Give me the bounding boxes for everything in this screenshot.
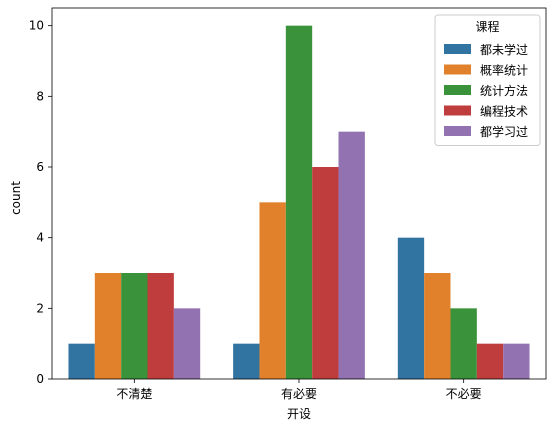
y-tick-label: 8: [36, 89, 44, 103]
bar-都未学过-不清楚: [68, 343, 95, 379]
legend-item-label: 编程技术: [480, 104, 528, 119]
legend-item-label: 都未学过: [480, 42, 528, 57]
bar-统计方法-不清楚: [121, 273, 148, 379]
x-axis-label: 开设: [287, 407, 311, 421]
bar-都未学过-不必要: [397, 237, 425, 379]
bar-编程技术-不必要: [476, 343, 504, 379]
y-tick-label: 4: [36, 231, 44, 245]
x-tick-label: 有必要: [281, 387, 317, 401]
bar-编程技术-不清楚: [147, 273, 174, 379]
legend-swatch: [444, 64, 471, 75]
legend-swatch: [444, 44, 471, 54]
axes-group: 0 2 4 6 8 10 不清楚 有必要 不必要: [29, 7, 547, 401]
bar-编程技术-有必要: [312, 167, 339, 379]
y-tick-label: 10: [29, 19, 44, 33]
bar-统计方法-不必要: [450, 308, 477, 379]
bar-概率统计-不清楚: [94, 273, 122, 379]
bar-都学习过-不必要: [503, 343, 530, 379]
y-tick-label: 6: [36, 160, 44, 174]
bar-概率统计-有必要: [259, 202, 286, 379]
y-tick-label: 0: [36, 372, 44, 386]
legend-swatch: [444, 105, 471, 116]
bar-概率统计-不必要: [424, 273, 451, 379]
legend-title: 课程: [475, 19, 499, 34]
y-tick-label: 2: [36, 301, 44, 315]
bar-统计方法-有必要: [285, 25, 313, 380]
legend-swatch: [444, 126, 471, 136]
bar-都未学过-有必要: [233, 343, 260, 379]
legend-item-label: 统计方法: [480, 83, 528, 98]
legend-item-label: 概率统计: [480, 63, 528, 78]
bars-group: [68, 25, 530, 380]
legend-swatch: [444, 85, 471, 95]
y-axis-label: count: [9, 181, 23, 215]
x-tick-label: 不必要: [446, 387, 482, 401]
x-tick-label: 不清楚: [116, 387, 152, 401]
legend-item-label: 都学习过: [480, 124, 528, 139]
bar-都学习过-有必要: [338, 131, 365, 379]
bar-都学习过-不清楚: [173, 308, 201, 379]
